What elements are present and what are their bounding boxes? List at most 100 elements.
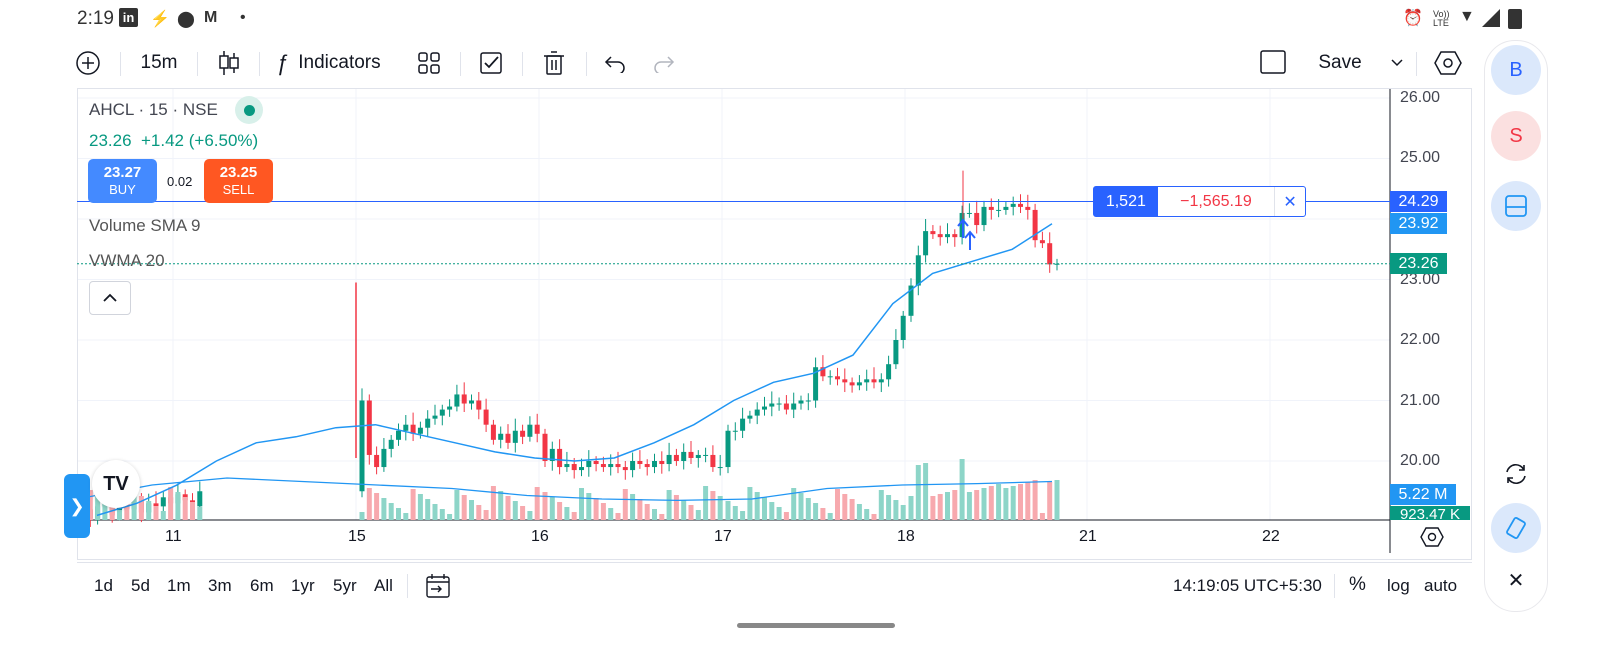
candle-body	[505, 433, 511, 443]
candle-body	[952, 234, 958, 238]
candle-body	[908, 285, 914, 316]
trash-icon	[544, 51, 564, 75]
chart-settings-button[interactable]	[1431, 40, 1465, 86]
expand-panel-button[interactable]: ❯	[64, 474, 90, 538]
range-1m[interactable]: 1m	[167, 576, 191, 595]
study-vwma[interactable]: VWMA 20	[89, 251, 165, 270]
avatar-b-button[interactable]: B	[1491, 45, 1541, 95]
range-3m[interactable]: 3m	[208, 576, 232, 595]
candle-body	[600, 464, 606, 468]
candle-body	[425, 418, 431, 428]
undo-icon	[604, 56, 625, 73]
volume-bar	[974, 490, 980, 520]
candle-body	[776, 403, 782, 405]
collapse-legend-button[interactable]	[89, 281, 131, 315]
range-5yr[interactable]: 5yr	[333, 576, 357, 595]
volume-bar	[1003, 488, 1009, 520]
home-indicator[interactable]	[737, 623, 895, 628]
redo-button[interactable]	[647, 40, 681, 86]
toolbar-separator	[1416, 52, 1417, 76]
candle-body	[469, 400, 474, 404]
range-1yr[interactable]: 1yr	[291, 576, 315, 595]
hexagon-icon	[1420, 527, 1444, 547]
select-button[interactable]	[474, 40, 508, 86]
indicators-button[interactable]: ƒ Indicators	[276, 40, 396, 86]
candle-body	[937, 234, 943, 238]
order-line-widget[interactable]: 1,521 −1,565.19 ✕	[1093, 186, 1306, 217]
volume-bar	[878, 490, 884, 520]
candle-body	[534, 424, 540, 434]
range-1d[interactable]: 1d	[94, 576, 113, 595]
time-axis[interactable]: 11 15 16 17 18 21 22	[77, 528, 1390, 550]
candle-body	[864, 379, 870, 383]
study-volume-sma[interactable]: Volume SMA 9	[89, 216, 201, 235]
battery-icon	[1508, 9, 1522, 29]
volume-bar	[461, 495, 467, 520]
location-icon: ⬤	[177, 11, 195, 28]
volume-bar	[710, 491, 716, 520]
candle-body	[374, 454, 380, 468]
clock[interactable]: 14:19:05 UTC+5:30	[1173, 576, 1322, 595]
order-price-tag: 24.29	[1390, 191, 1447, 212]
candle-body	[878, 379, 884, 383]
add-symbol-button[interactable]	[70, 40, 106, 86]
volume-bar	[622, 489, 628, 520]
fullscreen-button[interactable]	[1256, 40, 1290, 86]
interval-button[interactable]: 15m	[140, 52, 178, 73]
tradingview-logo[interactable]: TV	[92, 460, 140, 508]
market-open-indicator[interactable]	[244, 105, 255, 116]
volume-bar	[117, 510, 122, 520]
panel-layout-button[interactable]	[1491, 181, 1541, 231]
candle-body	[835, 376, 840, 380]
dot-icon: •	[240, 9, 246, 26]
symbol-title[interactable]: AHCL · 15 · NSE	[89, 100, 218, 119]
price-chart[interactable]	[76, 88, 1472, 560]
sell-button[interactable]: 23.25 SELL	[204, 159, 273, 203]
axis-settings-button[interactable]	[1420, 526, 1444, 553]
volume-bar	[827, 513, 833, 520]
chevron-up-icon	[103, 293, 117, 302]
range-6m[interactable]: 6m	[250, 576, 274, 595]
range-all[interactable]: All	[374, 576, 393, 595]
close-panel-button[interactable]: ✕	[1491, 555, 1541, 605]
volume-bar	[630, 494, 636, 520]
order-quantity[interactable]: 1,521	[1094, 187, 1158, 216]
volume-bar	[776, 507, 782, 520]
volume-bar	[498, 491, 504, 520]
candle-body	[740, 418, 746, 431]
delete-button[interactable]	[537, 40, 571, 86]
avatar-s-button[interactable]: S	[1491, 111, 1541, 161]
candle-body	[381, 448, 387, 468]
refresh-button[interactable]	[1491, 449, 1541, 499]
close-order-button[interactable]: ✕	[1274, 187, 1305, 216]
save-button[interactable]: Save	[1318, 52, 1362, 73]
candle-body	[754, 409, 760, 416]
volume-bar	[564, 507, 570, 520]
time-tick: 18	[897, 528, 915, 545]
layout-button[interactable]	[412, 40, 446, 86]
candle-body	[842, 379, 848, 383]
wifi-icon: ▼	[1459, 8, 1475, 25]
log-toggle[interactable]: log	[1387, 576, 1410, 595]
chart-type-button[interactable]	[212, 40, 246, 86]
candle-body	[813, 367, 819, 401]
percent-toggle[interactable]: %	[1349, 574, 1366, 595]
chart-pane[interactable]	[76, 88, 1472, 560]
rotate-button[interactable]	[1491, 503, 1541, 553]
buy-button[interactable]: 23.27 BUY	[88, 159, 157, 203]
range-5d[interactable]: 5d	[131, 576, 150, 595]
volume-bar	[586, 493, 592, 520]
save-menu-button[interactable]	[1384, 40, 1410, 86]
goto-date-button[interactable]	[425, 573, 451, 604]
volume-bar	[425, 499, 431, 520]
auto-toggle[interactable]: auto	[1424, 576, 1458, 595]
time-tick: 11	[165, 528, 182, 545]
candle-body	[981, 206, 987, 226]
candle-body	[988, 206, 994, 210]
change-value: +1.42 (+6.50%)	[141, 131, 259, 150]
vwma-line	[96, 223, 1053, 517]
candle-body	[871, 379, 877, 383]
undo-button[interactable]	[598, 40, 632, 86]
candle-body	[1025, 206, 1031, 210]
toolbar-separator	[197, 52, 198, 76]
